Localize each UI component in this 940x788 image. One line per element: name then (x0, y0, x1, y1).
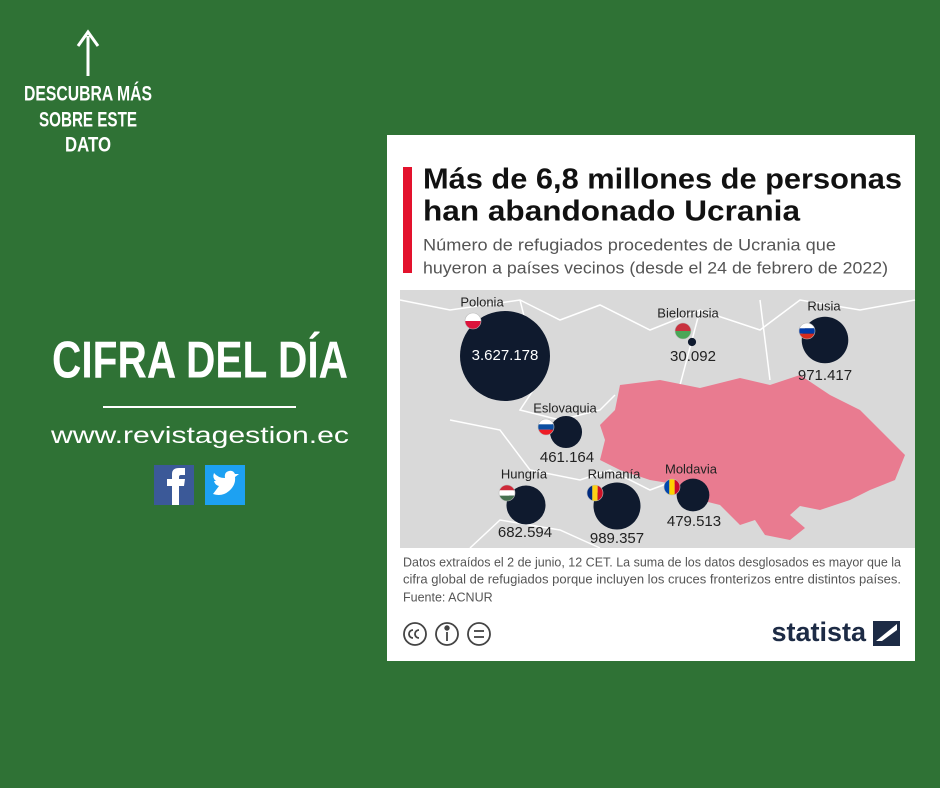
bubble (506, 485, 546, 525)
chart-title: han abandonado Ucrania (423, 196, 801, 228)
value-label: 971.417 (798, 367, 852, 384)
value-label: 30.092 (670, 348, 716, 365)
flag-border (674, 322, 692, 340)
country-label: Bielorrusia (657, 305, 719, 320)
headline: CIFRA DEL DÍA (52, 332, 348, 390)
license-icons (403, 622, 491, 646)
flag-stripe (664, 479, 670, 495)
value-label: 3.627.178 (472, 347, 539, 364)
flag-stripe (675, 331, 691, 339)
flag-border (537, 418, 555, 436)
flag (537, 418, 555, 436)
flag (674, 322, 692, 340)
bubble (593, 482, 641, 530)
flag-stripe (799, 328, 815, 334)
bubble (549, 415, 583, 449)
cta-arrow (76, 29, 100, 76)
country-label: Polonia (460, 294, 504, 309)
country-label: Rusia (807, 298, 841, 313)
flag-stripe (538, 429, 554, 435)
map: Polonia 3.627.178 Bielorrusia 30.092 Rusia 97… (399, 290, 916, 549)
flag (663, 478, 681, 496)
source: Fuente: ACNUR (403, 590, 493, 604)
flag (798, 322, 816, 340)
flag-stripe (592, 485, 598, 501)
flag-border (798, 322, 816, 340)
chart-title: Más de 6,8 millones de personas (423, 164, 902, 196)
flag-stripe (538, 424, 554, 430)
flag-stripe (499, 490, 515, 496)
url[interactable]: www.revistagestion.ec (50, 422, 349, 448)
country-label: Moldavia (665, 461, 718, 476)
value-label: 479.513 (667, 513, 721, 530)
flag-border (586, 484, 604, 502)
flag (586, 484, 604, 502)
facebook-icon[interactable] (154, 465, 194, 505)
bubble (687, 337, 697, 347)
flag-stripe (499, 495, 515, 501)
flag (498, 484, 516, 502)
cta-line: SOBRE ESTE (39, 109, 137, 132)
flag-stripe (669, 479, 675, 495)
flag (464, 312, 482, 330)
chart-subtitle: huyeron a países vecinos (desde el 24 de… (423, 258, 888, 277)
bubble (460, 311, 550, 401)
country-label: Rumanía (588, 466, 642, 481)
flag-stripe (597, 485, 603, 501)
brand[interactable]: statista (771, 617, 867, 647)
country-label: Eslovaquia (533, 400, 597, 415)
twitter-icon[interactable] (205, 465, 245, 505)
flag-stripe (674, 479, 680, 495)
chart-subtitle: Número de refugiados procedentes de Ucra… (423, 235, 836, 254)
value-label: 682.594 (498, 524, 552, 541)
flag-stripe (465, 321, 481, 329)
value-label: 989.357 (590, 530, 644, 547)
flag-stripe (499, 485, 515, 491)
title-bar (403, 167, 412, 273)
flag-stripe (799, 323, 815, 329)
cta-line: DESCUBRA MÁS (24, 83, 152, 106)
flag-border (663, 478, 681, 496)
bubble (676, 478, 710, 512)
flag-stripe (538, 419, 554, 425)
country-label: Hungría (501, 466, 548, 481)
flag-stripe (675, 323, 691, 331)
note: Datos extraídos el 2 de junio, 12 CET. L… (403, 555, 901, 569)
flag-border (498, 484, 516, 502)
flag-border (464, 312, 482, 330)
flag-stripe (465, 313, 481, 321)
note: cifra global de refugiados porque incluy… (403, 572, 901, 586)
brand-mark (873, 621, 900, 646)
value-label: 461.164 (540, 449, 594, 466)
cta-line: DATO (65, 134, 111, 157)
flag-stripe (799, 333, 815, 339)
ukraine (600, 375, 905, 540)
flag-stripe (587, 485, 593, 501)
